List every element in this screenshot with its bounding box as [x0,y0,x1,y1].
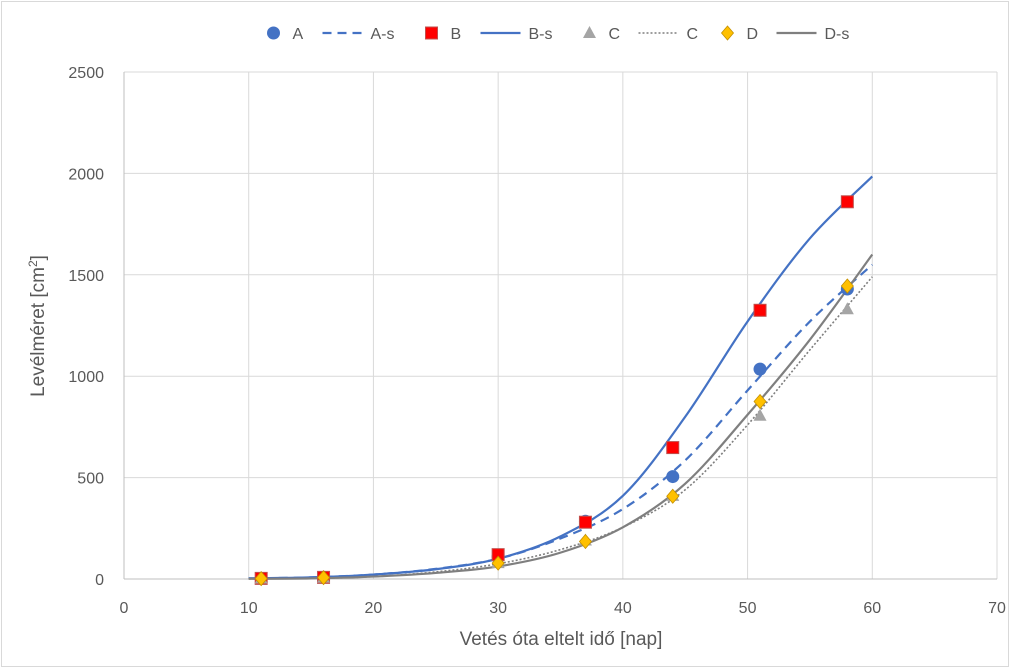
x-tick-label: 60 [863,600,881,617]
point-b-6 [840,195,854,209]
point-d-0 [254,570,268,587]
x-tick-label: 0 [120,600,129,617]
series-line-a-s-1 [248,263,874,580]
point-d-5 [753,393,767,410]
point-d-3 [578,533,592,550]
legend-symbol-b [425,26,438,40]
series-line-d-s-7 [248,253,874,580]
legend-label: C [687,26,699,43]
axes: 0 10 20 30 40 50 60 70 0 500 1000 1500 2000 2500 [68,65,1006,617]
y-axis-title: Levélméret [cm2] [26,255,49,397]
series-lines [248,175,874,580]
y-tick-label: 1000 [68,369,104,386]
series-line-c-5 [248,276,873,580]
legend-label: D [747,26,759,43]
legend-symbol-d [720,25,735,41]
legend-symbol-a [267,26,280,40]
y-tick-label: 2000 [68,166,104,183]
x-tick-label: 40 [614,600,632,617]
point-b-3 [578,515,592,529]
series-markers [254,195,854,587]
point-c-5 [753,408,767,421]
y-axis-title-superscript: 2 [26,260,40,267]
point-b-4 [666,441,680,455]
y-tick-label: 500 [77,471,104,488]
x-tick-label: 10 [240,600,258,617]
point-d-2 [491,555,505,571]
legend-label: A [293,26,304,43]
point-b-5 [753,303,767,317]
legend-symbol-c [583,26,596,38]
point-a-4 [666,470,680,484]
legend: A A-s B B-s C C D D-s [267,25,850,43]
point-d-6 [840,278,854,294]
x-tick-label: 30 [489,600,507,617]
y-tick-label: 0 [95,572,104,589]
point-c-6 [840,302,854,315]
grid-lines [124,71,998,579]
legend-label: D-s [825,26,850,43]
legend-label: B [451,26,462,43]
point-d-4 [666,488,680,504]
y-tick-label: 2500 [68,65,104,82]
point-d-1 [317,569,331,586]
y-tick-label: 1500 [68,268,104,285]
x-axis-title: Vetés óta eltelt idő [nap] [460,629,663,650]
point-a-5 [753,362,767,376]
x-tick-label: 70 [988,600,1006,617]
legend-label: A-s [371,26,395,43]
legend-label: C [609,26,621,43]
x-tick-label: 20 [365,600,383,617]
x-tick-label: 50 [739,600,757,617]
legend-label: B-s [529,26,553,43]
